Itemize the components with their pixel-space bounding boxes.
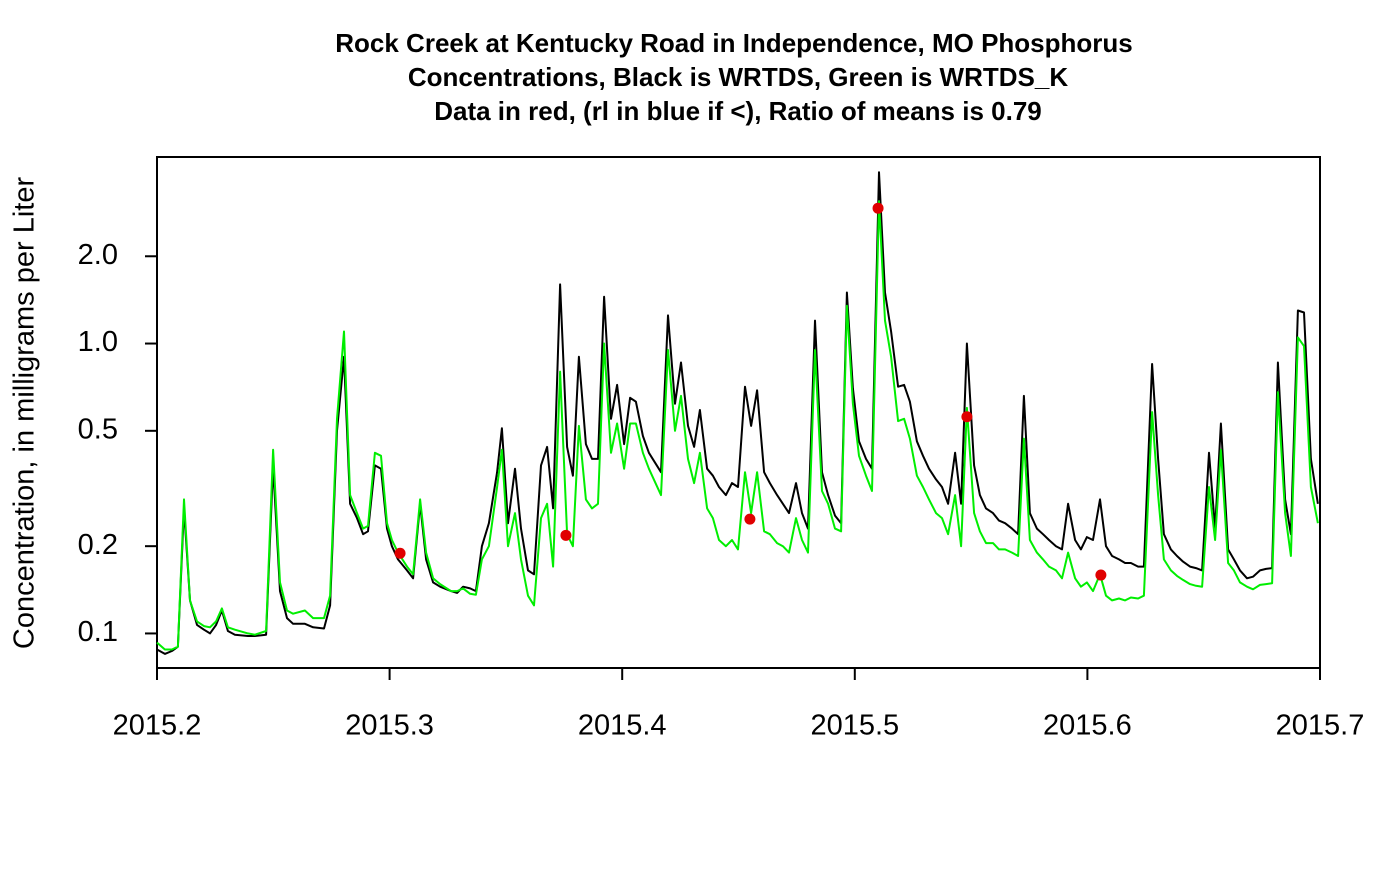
data-point (744, 513, 756, 525)
chart-title: Rock Creek at Kentucky Road in Independe… (335, 28, 1133, 58)
data-point (394, 547, 406, 559)
data-point (961, 411, 973, 423)
x-tick-label: 2015.2 (113, 710, 202, 742)
y-tick-label: 0.1 (78, 616, 118, 648)
data-point (1095, 569, 1107, 581)
x-tick-label: 2015.3 (345, 710, 434, 742)
x-tick-label: 2015.4 (578, 710, 667, 742)
x-tick-label: 2015.6 (1043, 710, 1132, 742)
data-line (156, 200, 1319, 651)
data-point (872, 202, 884, 214)
y-tick-label: 0.5 (78, 413, 118, 445)
y-tick-label: 1.0 (78, 326, 118, 358)
plot-frame (156, 156, 1321, 669)
chart-title: Data in red, (rl in blue if <), Ratio of… (434, 96, 1042, 126)
y-tick-label: 2.0 (78, 239, 118, 271)
chart-title: Concentrations, Black is WRTDS, Green is… (408, 62, 1068, 92)
x-tick-label: 2015.5 (810, 710, 899, 742)
y-axis-label: Concentration, in milligrams per Liter (9, 177, 41, 650)
x-tick-label: 2015.7 (1276, 710, 1365, 742)
y-tick-label: 0.2 (78, 529, 118, 561)
data-point (560, 529, 572, 541)
